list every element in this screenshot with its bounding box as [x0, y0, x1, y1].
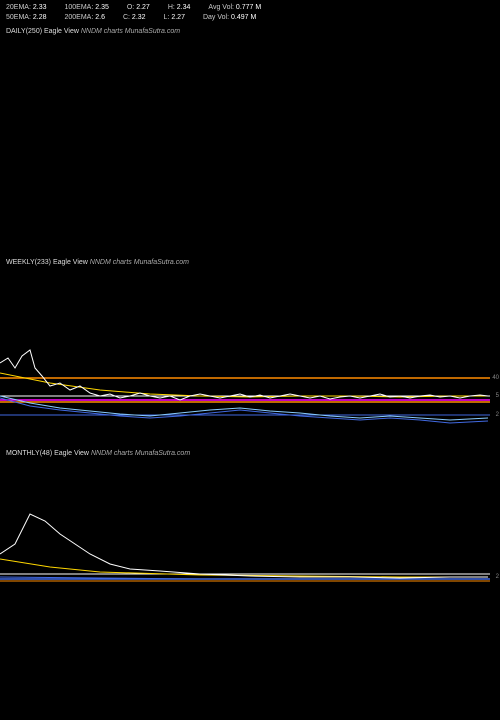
avgvol-stat: Avg Vol: 0.777 M [208, 3, 261, 13]
low-label: L: [164, 14, 170, 21]
dayvol-stat: Day Vol: 0.497 M [203, 13, 256, 23]
open-stat: O: 2.27 [127, 3, 150, 13]
ema100-value: 2.35 [95, 4, 109, 11]
ema100-label: 100EMA: [64, 4, 93, 11]
ema20-label: 20EMA: [6, 4, 31, 11]
weekly-chart-svg [0, 268, 490, 448]
open-value: 2.27 [136, 4, 150, 11]
avgvol-value: 0.777 M [236, 4, 261, 11]
daily-chart-area [0, 37, 500, 257]
ema200-stat: 200EMA: 2.6 [64, 13, 104, 23]
monthly-chart-area: 2 [0, 459, 500, 604]
axis-tick-label: 2 [496, 412, 499, 418]
daily-suffix: NNDM charts MunafaSutra.com [81, 28, 180, 35]
daily-chart-svg [0, 37, 490, 257]
avgvol-label: Avg Vol: [208, 4, 234, 11]
ema50-stat: 50EMA: 2.28 [6, 13, 46, 23]
weekly-prefix: WEEKLY(233) Eagle View [6, 259, 88, 266]
stats-row-2: 50EMA: 2.28 200EMA: 2.6 C: 2.32 L: 2.27 … [6, 13, 494, 23]
daily-chart-section: DAILY(250) Eagle View NNDM charts Munafa… [0, 26, 500, 257]
open-label: O: [127, 4, 134, 11]
ema200-label: 200EMA: [64, 14, 93, 21]
axis-tick-label: 5 [496, 393, 499, 399]
monthly-suffix: NNDM charts MunafaSutra.com [91, 450, 190, 457]
monthly-chart-svg [0, 459, 490, 604]
high-label: H: [168, 4, 175, 11]
monthly-prefix: MONTHLY(48) Eagle View [6, 450, 89, 457]
weekly-chart-area: 40 5 2 [0, 268, 500, 448]
high-stat: H: 2.34 [168, 3, 191, 13]
ema20-value: 2.33 [33, 4, 47, 11]
weekly-suffix: NNDM charts MunafaSutra.com [90, 259, 189, 266]
ema20-stat: 20EMA: 2.33 [6, 3, 46, 13]
ema200-value: 2.6 [95, 14, 105, 21]
close-label: C: [123, 14, 130, 21]
high-value: 2.34 [177, 4, 191, 11]
axis-tick-label: 40 [492, 375, 499, 381]
stats-row-1: 20EMA: 2.33 100EMA: 2.35 O: 2.27 H: 2.34… [6, 3, 494, 13]
stats-header: 20EMA: 2.33 100EMA: 2.35 O: 2.27 H: 2.34… [0, 0, 500, 26]
dayvol-label: Day Vol: [203, 14, 229, 21]
close-stat: C: 2.32 [123, 13, 146, 23]
daily-chart-title: DAILY(250) Eagle View NNDM charts Munafa… [0, 26, 500, 37]
axis-tick-label: 2 [496, 574, 499, 580]
low-stat: L: 2.27 [164, 13, 185, 23]
monthly-chart-title: MONTHLY(48) Eagle View NNDM charts Munaf… [0, 448, 500, 459]
low-value: 2.27 [171, 14, 185, 21]
dayvol-value: 0.497 M [231, 14, 256, 21]
close-value: 2.32 [132, 14, 146, 21]
weekly-chart-section: WEEKLY(233) Eagle View NNDM charts Munaf… [0, 257, 500, 448]
ema50-value: 2.28 [33, 14, 47, 21]
daily-prefix: DAILY(250) Eagle View [6, 28, 79, 35]
weekly-chart-title: WEEKLY(233) Eagle View NNDM charts Munaf… [0, 257, 500, 268]
ema100-stat: 100EMA: 2.35 [64, 3, 108, 13]
ema50-label: 50EMA: [6, 14, 31, 21]
monthly-chart-section: MONTHLY(48) Eagle View NNDM charts Munaf… [0, 448, 500, 604]
